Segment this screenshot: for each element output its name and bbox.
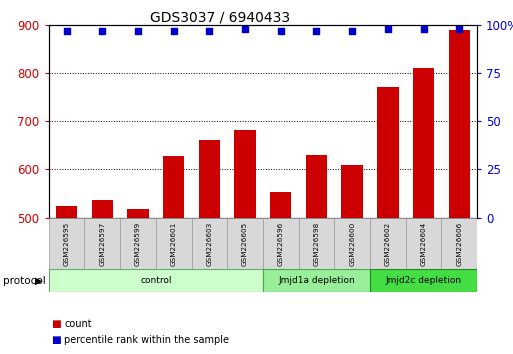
Text: protocol: protocol [3, 276, 45, 286]
Text: ■: ■ [51, 319, 61, 329]
Point [277, 28, 285, 33]
Bar [263, 218, 299, 269]
Bar [227, 218, 263, 269]
Point [384, 26, 392, 32]
Text: GSM226596: GSM226596 [278, 221, 284, 266]
Text: ▶: ▶ [35, 276, 43, 286]
Text: GSM226597: GSM226597 [100, 221, 105, 266]
Text: GSM226599: GSM226599 [135, 221, 141, 266]
Text: percentile rank within the sample: percentile rank within the sample [64, 335, 229, 345]
Bar [91, 200, 113, 218]
Bar [334, 218, 370, 269]
Bar [120, 218, 156, 269]
Text: GSM226600: GSM226600 [349, 221, 355, 266]
Bar [306, 155, 327, 218]
Point [170, 28, 178, 33]
Point [420, 26, 428, 32]
Bar [56, 206, 77, 218]
Point [205, 28, 213, 33]
Bar [441, 218, 477, 269]
Text: control: control [140, 276, 171, 285]
Point [312, 28, 321, 33]
Bar [234, 130, 256, 218]
Text: Jmjd2c depletion: Jmjd2c depletion [385, 276, 462, 285]
Text: count: count [64, 319, 92, 329]
Bar [191, 218, 227, 269]
Bar [370, 218, 406, 269]
Bar [406, 218, 441, 269]
Bar [342, 165, 363, 218]
Text: GSM226595: GSM226595 [64, 221, 70, 266]
Bar [370, 269, 477, 292]
Bar [377, 87, 399, 218]
Bar [199, 139, 220, 218]
Bar [127, 209, 149, 218]
Text: GSM226598: GSM226598 [313, 221, 320, 266]
Text: GSM226601: GSM226601 [171, 221, 176, 266]
Point [455, 26, 463, 32]
Bar [413, 68, 434, 218]
Bar [156, 218, 191, 269]
Bar [270, 192, 291, 218]
Text: GSM226605: GSM226605 [242, 221, 248, 266]
Bar [163, 156, 184, 218]
Point [241, 26, 249, 32]
Bar [49, 218, 85, 269]
Text: GSM226604: GSM226604 [421, 221, 426, 266]
Text: GSM226602: GSM226602 [385, 221, 391, 266]
Point [348, 28, 356, 33]
Point [134, 28, 142, 33]
Text: GSM226603: GSM226603 [206, 221, 212, 266]
Point [63, 28, 71, 33]
Bar [448, 30, 470, 218]
Bar [49, 269, 263, 292]
Text: ■: ■ [51, 335, 61, 345]
Bar [263, 269, 370, 292]
Bar [299, 218, 334, 269]
Text: Jmjd1a depletion: Jmjd1a depletion [278, 276, 355, 285]
Bar [85, 218, 120, 269]
Text: GDS3037 / 6940433: GDS3037 / 6940433 [150, 11, 290, 25]
Text: GSM226606: GSM226606 [456, 221, 462, 266]
Point [98, 28, 106, 33]
